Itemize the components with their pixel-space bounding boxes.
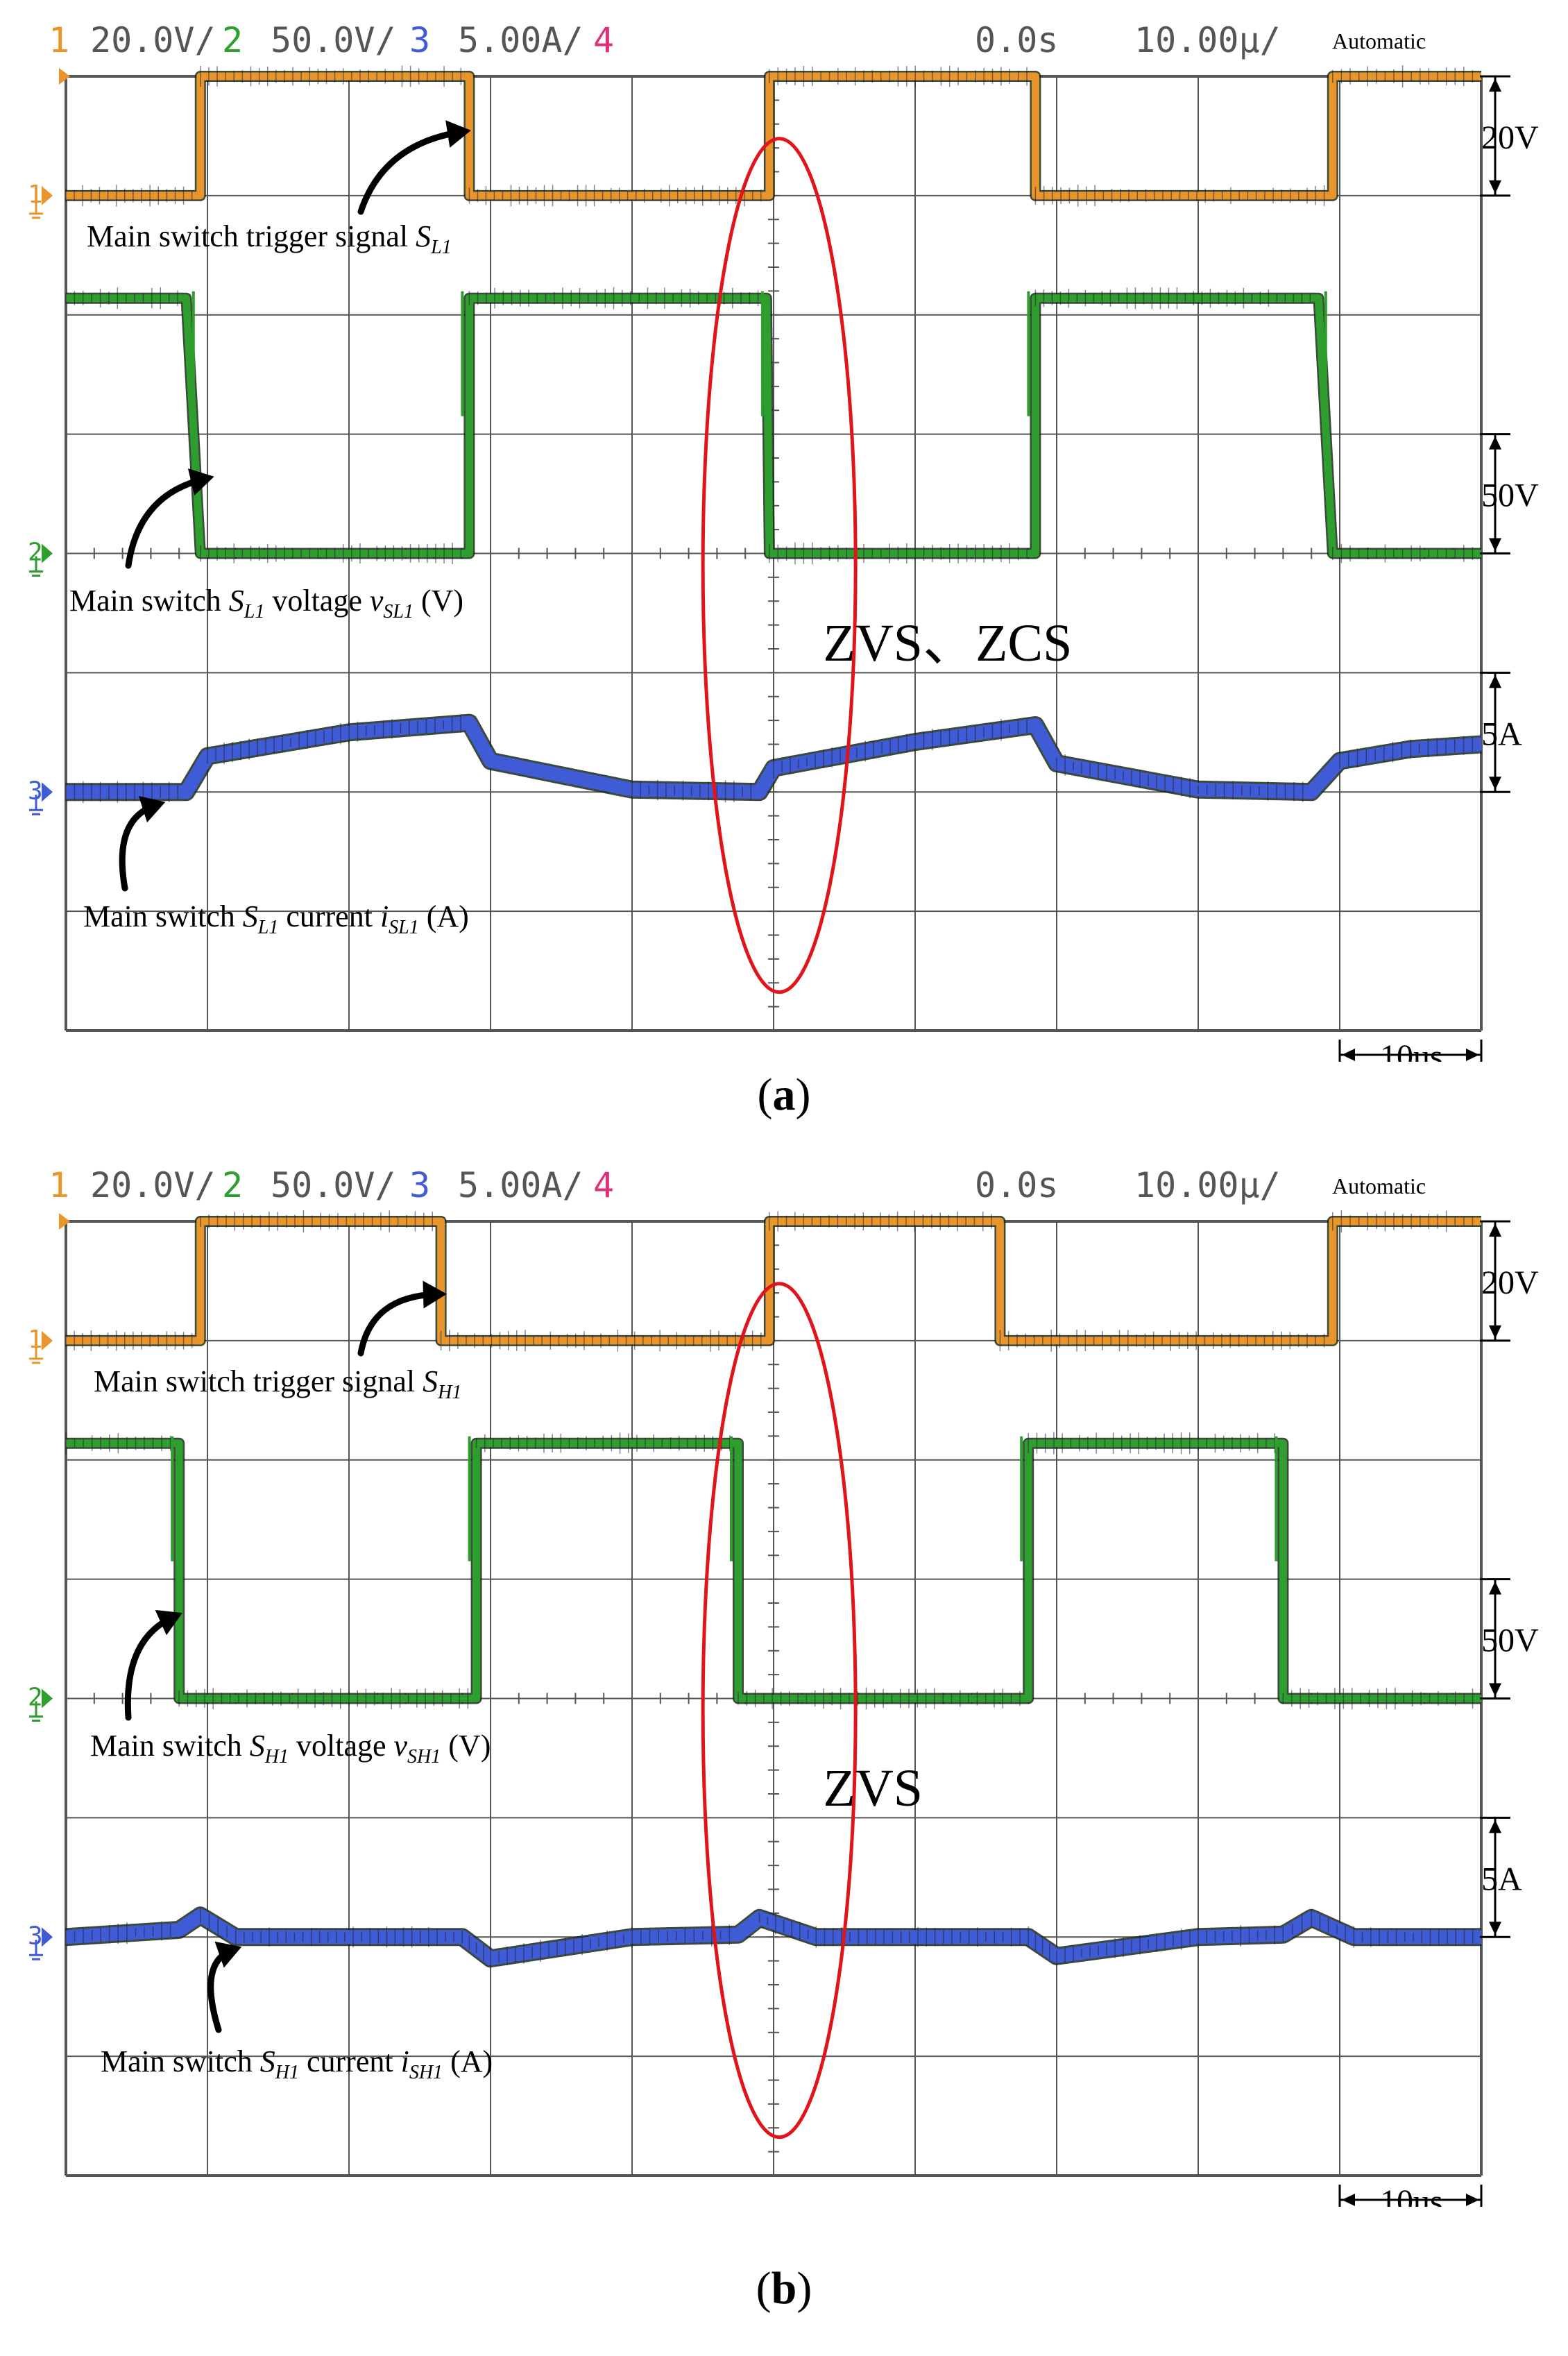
- ch1-scale-indicator: 20V: [1480, 1220, 1539, 1342]
- ch3-ground-marker: 3: [28, 777, 53, 815]
- ch3-number: 3: [409, 1165, 430, 1205]
- svg-text:3: 3: [28, 1922, 43, 1950]
- oscilloscope-panel: 1 20.0V/2 50.0V/3 5.00A/4 0.0s 10.00µ/Automat…: [28, 20, 1539, 1062]
- panel-caption-label: b: [771, 2263, 797, 2314]
- ch3-scale: 5.00A/: [458, 1165, 583, 1205]
- delay-readout: 0.0s: [975, 20, 1058, 60]
- ch1-ground-marker: 1: [28, 1325, 53, 1364]
- graticule: [65, 1220, 1483, 2177]
- voltage-annotation-text: Main switch SL1 voltage vSL1 (V): [69, 584, 463, 622]
- delay-readout: 0.0s: [975, 1165, 1058, 1205]
- highlight-ellipse: [701, 137, 858, 994]
- ch2-scale-indicator: 50V: [1480, 433, 1539, 554]
- current-annotation-text: Main switch SH1 current iSH1 (A): [101, 2044, 493, 2083]
- ch4-number: 4: [593, 1165, 614, 1205]
- svg-text:5A: 5A: [1481, 1861, 1522, 1897]
- trace-ch2: [66, 1439, 1481, 1702]
- ch1-scale: 20.0V/: [90, 20, 216, 60]
- svg-text:3: 3: [28, 777, 43, 805]
- trigger-mode: Automatic: [1332, 1173, 1426, 1198]
- trigger-level-marker: [59, 1213, 70, 1230]
- ch3-scale-indicator: 5A: [1480, 671, 1522, 793]
- ch2-scale: 50.0V/: [271, 1165, 396, 1205]
- svg-text:1: 1: [28, 180, 43, 209]
- trigger-annotation-text: Main switch trigger signal SH1: [94, 1364, 461, 1403]
- svg-text:20V: 20V: [1481, 119, 1539, 156]
- ch1-number: 1: [49, 1165, 69, 1205]
- panel-caption-label: a: [772, 1069, 796, 1120]
- time-scale-indicator: 10us: [1338, 1038, 1483, 1062]
- panel-caption: (a): [757, 1069, 811, 1120]
- trigger-level-marker: [59, 68, 70, 85]
- highlight-ellipse: [701, 1282, 858, 2139]
- svg-text:2: 2: [28, 1684, 43, 1712]
- ch2-ground-marker: 2: [28, 539, 53, 577]
- svg-text:5A: 5A: [1481, 715, 1522, 752]
- traces: [65, 65, 1482, 804]
- ch1-number: 1: [49, 20, 69, 60]
- traces: [65, 1210, 1481, 1968]
- trace-ch1: [66, 72, 1481, 200]
- current-annotation: Main switch SH1 current iSH1 (A): [101, 1941, 493, 2083]
- ch1-scale: 20.0V/: [90, 1165, 216, 1205]
- ch2-scale-indicator: 50V: [1480, 1578, 1539, 1700]
- ch2-scale: 50.0V/: [271, 20, 396, 60]
- svg-text:50V: 50V: [1481, 1622, 1539, 1659]
- scope-header: 1 20.0V/2 50.0V/3 5.00A/4 0.0s 10.00µ/Automat…: [49, 1165, 1426, 1205]
- svg-text:2: 2: [28, 539, 43, 567]
- time-scale-indicator: 10us: [1338, 2183, 1483, 2207]
- scope-header: 1 20.0V/2 50.0V/3 5.00A/4 0.0s 10.00µ/Automat…: [49, 20, 1426, 60]
- ch1-scale-indicator: 20V: [1480, 75, 1539, 197]
- panel-caption: (b): [756, 2263, 812, 2314]
- voltage-annotation-text: Main switch SH1 voltage vSH1 (V): [90, 1729, 491, 1768]
- trigger-annotation: Main switch trigger signal SL1: [87, 120, 471, 258]
- timebase-readout: 10.00µ/: [1134, 20, 1281, 60]
- ch2-number: 2: [222, 20, 243, 60]
- trigger-annotation-text: Main switch trigger signal SL1: [87, 219, 452, 258]
- trigger-mode: Automatic: [1332, 28, 1426, 53]
- svg-text:50V: 50V: [1481, 477, 1539, 514]
- current-annotation: Main switch SL1 current iSL1 (A): [83, 796, 469, 938]
- timebase-readout: 10.00µ/: [1134, 1165, 1281, 1205]
- voltage-annotation: Main switch SH1 voltage vSH1 (V): [90, 1609, 491, 1768]
- ch3-scale-indicator: 5A: [1480, 1816, 1522, 1938]
- ch3-number: 3: [409, 20, 430, 60]
- svg-text:1: 1: [28, 1325, 43, 1354]
- ch2-number: 2: [222, 1165, 243, 1205]
- ch4-number: 4: [593, 20, 614, 60]
- highlight-label: ZVS: [823, 1759, 923, 1817]
- current-annotation-text: Main switch SL1 current iSL1 (A): [83, 899, 469, 938]
- ch2-ground-marker: 2: [28, 1684, 53, 1722]
- voltage-annotation: Main switch SL1 voltage vSL1 (V): [69, 468, 463, 622]
- trace-ch2: [66, 294, 1481, 557]
- svg-text:20V: 20V: [1481, 1264, 1539, 1301]
- ch1-ground-marker: 1: [28, 180, 53, 219]
- highlight-label: ZVS、ZCS: [823, 614, 1072, 672]
- oscilloscope-panel: 1 20.0V/2 50.0V/3 5.00A/4 0.0s 10.00µ/Automat…: [28, 1165, 1539, 2207]
- trigger-annotation: Main switch trigger signal SH1: [94, 1280, 461, 1403]
- ch3-ground-marker: 3: [28, 1922, 53, 1960]
- ch3-scale: 5.00A/: [458, 20, 583, 60]
- svg-text:10us: 10us: [1380, 1038, 1443, 1062]
- trace-ch1: [66, 1217, 1481, 1345]
- svg-text:10us: 10us: [1380, 2183, 1443, 2207]
